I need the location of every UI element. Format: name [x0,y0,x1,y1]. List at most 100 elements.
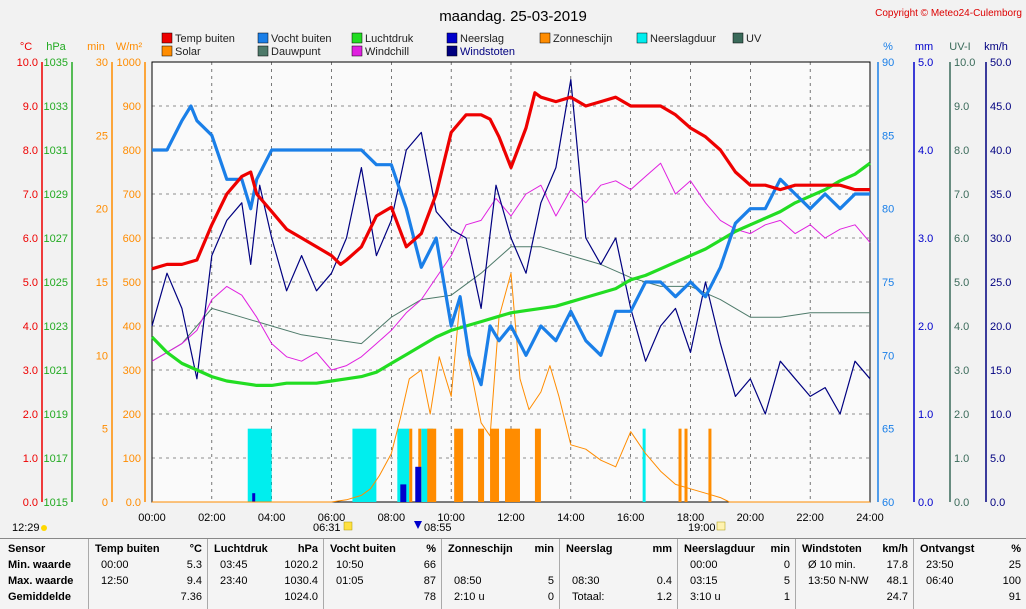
bar-zonneschijn [534,428,541,502]
stats-cell-time: 00:00 [690,559,718,571]
stats-column-header: Neerslag [566,543,613,555]
legend-swatch [732,32,744,44]
left-axis-unit: hPa [46,41,66,53]
right-tick-label: 1.0 [954,453,969,465]
right-tick-label: 20.0 [990,321,1011,333]
stats-column-unit: % [426,543,436,555]
stats-cell-value: 78 [423,591,436,603]
right-tick-label: 1.0 [918,409,933,421]
legend-label: Windstoten [460,46,515,58]
bar-zonneschijn [708,428,712,502]
left-tick-label: 25 [96,130,108,142]
stats-column: Ontvangst% 23:50 25 06:40 100 91 [913,539,1026,609]
legend-swatch [446,32,458,44]
stats-cell-value: 1024.0 [284,591,318,603]
bar-zonneschijn [427,428,437,502]
stats-cell-value: 1 [783,591,790,603]
bar-zonneschijn [490,428,500,502]
left-tick-label: 5 [102,424,108,436]
x-tick-label: 04:00 [258,512,286,524]
sunrise-label: 06:31 [313,522,341,534]
stats-cell-value: 91 [1008,591,1021,603]
legend-label: Neerslag [460,33,504,45]
series-line [151,91,870,271]
left-tick-label: 200 [123,409,141,421]
legend-swatch [161,32,173,44]
x-tick-label: 12:00 [497,512,525,524]
stats-column-unit: km/h [882,543,908,555]
left-tick-label: 1019 [44,409,68,421]
legend-label: Zonneschijn [553,33,612,45]
sunset-icon [716,521,726,531]
right-tick-label: 0.0 [990,497,1005,509]
right-tick-label: 5.0 [954,277,969,289]
bar-zonneschijn [478,428,485,502]
right-tick-label: 90 [882,57,894,69]
left-tick-label: 500 [123,277,141,289]
moonrise-label: 12:29 [12,522,40,534]
stats-column-unit: min [770,543,790,555]
legend-swatch [351,45,363,57]
stats-column: Luchtdruk hPa 03:45 1020.2 23:40 1030.4 1024.0 [207,539,324,609]
left-tick-label: 1035 [44,57,68,69]
left-tick-label: 1027 [44,233,68,245]
stats-cell-value: 100 [1002,575,1021,587]
stats-column: Zonneschijn min 08:50 5 2:10 u 0 [441,539,560,609]
legend-swatch [539,32,551,44]
left-tick-label: 600 [123,233,141,245]
stats-column-unit: mm [652,543,672,555]
left-tick-label: 400 [123,321,141,333]
right-tick-label: 10.0 [990,409,1011,421]
stats-cell-time: 3:10 u [690,591,721,603]
stats-column-header: Vocht buiten [330,543,396,555]
x-tick-label: 02:00 [198,512,226,524]
stats-cell-value: 1.2 [656,591,672,603]
left-tick-label: 0.0 [126,497,141,509]
stats-column-header: Zonneschijn [448,543,513,555]
left-tick-label: 10 [96,350,108,362]
left-tick-label: 30 [96,57,108,69]
stats-cell-value: 0 [547,591,554,603]
stats-cell-time: 2:10 u [454,591,485,603]
stats-cell-time: 08:50 [454,575,482,587]
stats-column-header: Windstoten [802,543,862,555]
left-tick-label: 900 [123,101,141,113]
copyright-text: Copyright © Meteo24-Culemborg [875,8,1022,19]
legend-label: Solar [175,46,201,58]
left-axis-unit: min [87,41,105,53]
statistics-table: Sensor Min. waarde Max. waarde Gemiddelde Te… [0,538,1026,609]
stats-column-unit: hPa [297,543,318,555]
right-tick-label: 45.0 [990,101,1011,113]
bar-zonneschijn [418,428,422,502]
stats-cell-value: 24.7 [886,591,908,603]
left-tick-label: 2.0 [23,409,38,421]
x-tick-label: 14:00 [557,512,585,524]
right-axis-unit: % [883,41,893,53]
stats-cell-time: 10:50 [336,559,364,571]
stats-cell-time: 23:40 [220,575,248,587]
bar-zonneschijn [505,428,520,502]
left-tick-label: 1029 [44,189,68,201]
right-tick-label: 15.0 [990,365,1011,377]
stats-row-label: Max. waarde [8,575,74,587]
x-tick-label: 16:00 [617,512,645,524]
right-tick-label: 5.0 [990,453,1005,465]
right-tick-label: 0.0 [918,497,933,509]
noon-icon [414,521,422,529]
right-axis-unit: UV-I [949,41,970,53]
bar-neerslagduur [397,428,410,502]
stats-column-header: Ontvangst [920,543,975,555]
right-tick-label: 50.0 [990,57,1011,69]
legend-label: Vocht buiten [271,33,332,45]
right-tick-label: 65 [882,424,894,436]
left-tick-label: 10.0 [17,57,38,69]
stats-column: Neerslagduur min 00:00 0 03:15 5 3:10 u 1 [677,539,796,609]
right-tick-label: 4.0 [954,321,969,333]
right-tick-label: 25.0 [990,277,1011,289]
bar-zonneschijn [409,428,413,502]
left-tick-label: 1015 [44,497,68,509]
left-tick-label: 1025 [44,277,68,289]
stats-cell-value: 66 [423,559,436,571]
legend-label: UV [746,33,762,45]
x-tick-label: 18:00 [677,512,705,524]
